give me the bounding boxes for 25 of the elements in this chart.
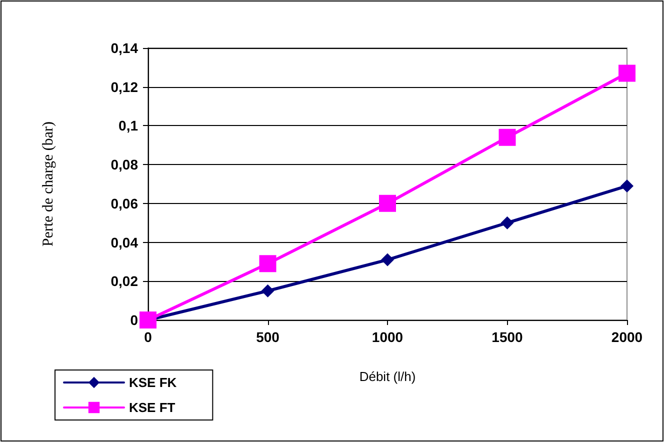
y-tick-label: 0,08 xyxy=(110,156,138,173)
point xyxy=(620,179,634,192)
x-tick-label: 2000 xyxy=(611,329,643,345)
point xyxy=(618,64,636,82)
point xyxy=(500,216,514,230)
point xyxy=(498,128,516,146)
y-tick-label: 0,02 xyxy=(110,273,138,290)
y-tick-label: 0,14 xyxy=(110,40,138,56)
y-axis-title: Perte de charge (bar) xyxy=(40,121,56,247)
point xyxy=(381,253,394,266)
point xyxy=(261,284,274,298)
x-tick-label: 0 xyxy=(144,329,152,345)
x-axis-title: Débit (l/h) xyxy=(359,369,416,384)
point xyxy=(259,255,276,272)
y-tick-label: 0,06 xyxy=(110,195,138,212)
legend-label: KSE FT xyxy=(129,400,176,415)
y-tick-label: 0 xyxy=(130,312,138,328)
legend-label: KSE FK xyxy=(129,375,178,390)
y-tick-label: 0,12 xyxy=(110,78,138,95)
point xyxy=(379,194,396,212)
y-tick-label: 0,04 xyxy=(110,234,138,250)
x-tick-label: 1500 xyxy=(492,329,524,345)
y-tick-label: 0,1 xyxy=(118,118,138,134)
x-tick-label: 1000 xyxy=(372,329,404,345)
x-tick-label: 500 xyxy=(256,329,280,345)
